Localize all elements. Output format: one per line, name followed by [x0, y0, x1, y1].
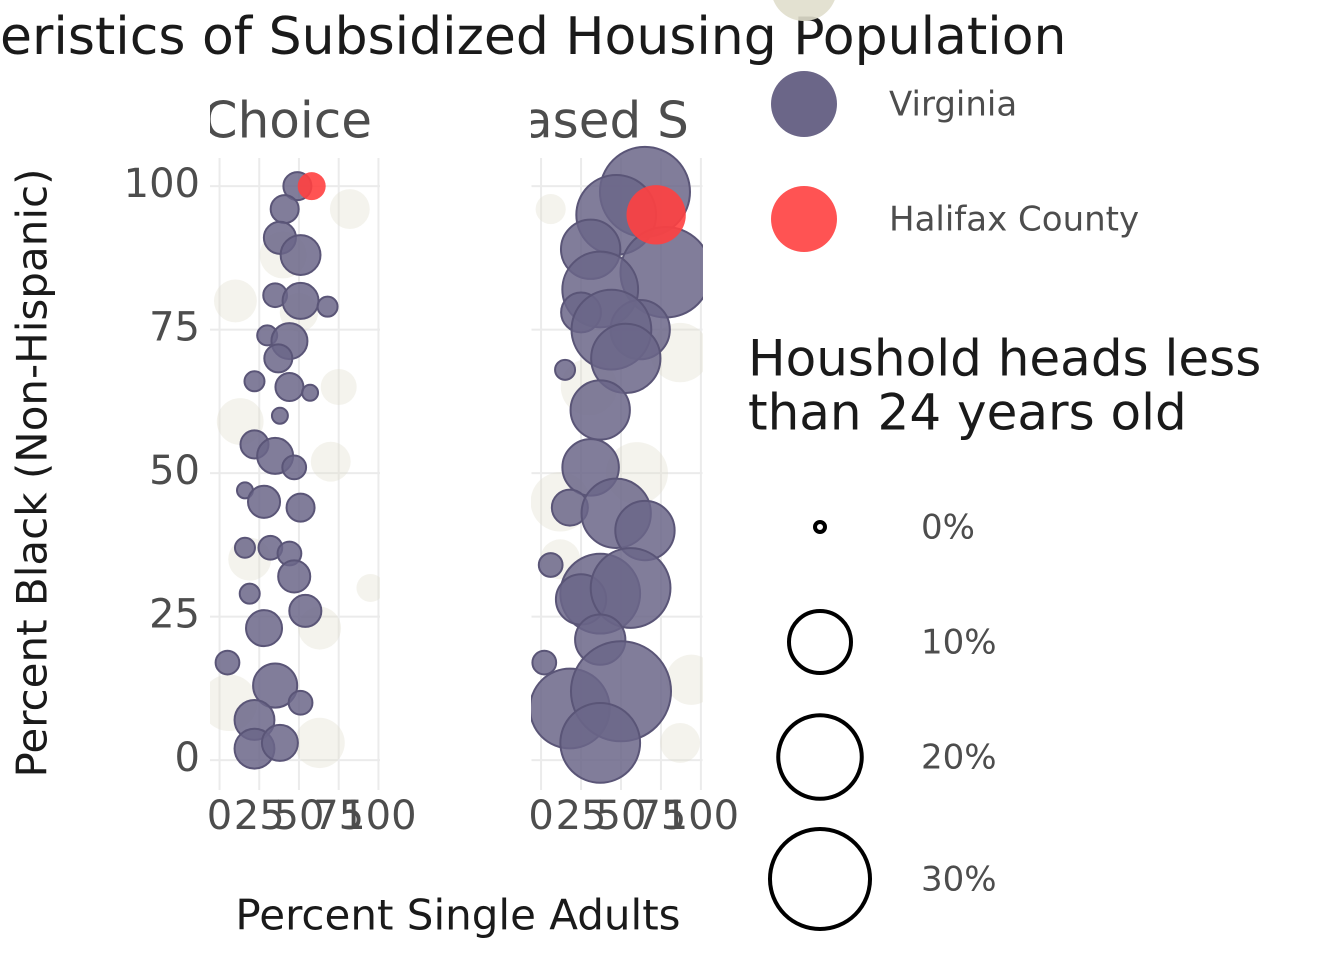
bubble — [243, 370, 266, 393]
x-tick-label: 50 — [274, 793, 325, 839]
x-tick-label: 25 — [234, 793, 285, 839]
x-axis-title: Percent Single Adults — [235, 891, 680, 940]
facet-title: Choice — [203, 92, 372, 150]
size-legend-label: 10% — [921, 623, 997, 663]
bubble — [316, 295, 339, 318]
x-tick-label: 0 — [207, 793, 232, 839]
y-tick-label: 0 — [175, 735, 200, 781]
bubble — [279, 234, 322, 276]
bubble — [252, 662, 299, 709]
y-tick-label: 25 — [149, 592, 200, 638]
legend-key — [773, 0, 835, 21]
size-legend-label: 0% — [921, 508, 975, 548]
bubble — [214, 649, 241, 676]
legend-key — [771, 71, 837, 137]
bubble — [535, 194, 566, 225]
legend-label: Halifax County — [889, 200, 1139, 240]
bubble — [277, 559, 312, 594]
bubble — [288, 593, 323, 628]
x-tick-label: 75 — [635, 793, 686, 839]
y-tick-label: 75 — [149, 305, 200, 351]
bubble — [263, 343, 294, 374]
bubble — [554, 358, 577, 381]
y-axis-title: Percent Black (Non-Hispanic) — [8, 169, 57, 778]
bubble — [320, 369, 357, 406]
bubble — [245, 609, 284, 648]
bubble — [626, 185, 686, 245]
bubble — [531, 649, 558, 676]
size-legend-key — [767, 826, 873, 932]
bubble — [559, 702, 642, 784]
bubble — [537, 552, 564, 578]
bubble — [589, 547, 672, 629]
bubble — [666, 654, 703, 705]
facet-panel: ased S — [522, 92, 703, 784]
bubble — [246, 484, 282, 519]
x-tick-label: 100 — [340, 793, 416, 839]
legend-label: Virginia — [889, 85, 1017, 125]
bubble — [260, 723, 299, 762]
size-legend-key — [813, 520, 827, 534]
size-legend-label: 30% — [921, 860, 997, 900]
facet-title: ased S — [522, 92, 689, 150]
size-legend-title: Houshold heads less — [748, 330, 1261, 388]
bubble — [294, 717, 345, 769]
bubble — [269, 194, 300, 225]
size-legend-title: than 24 years old — [748, 384, 1187, 442]
bubble — [233, 536, 256, 559]
bubble — [274, 372, 305, 403]
y-tick-label: 50 — [149, 448, 200, 494]
bubble — [301, 383, 320, 402]
bubble — [238, 582, 261, 605]
x-tick-label: 50 — [596, 793, 647, 839]
facet-panel: Choice — [203, 92, 380, 770]
bubble — [297, 172, 326, 201]
size-legend-key — [776, 713, 864, 801]
bubble — [660, 722, 701, 763]
bubble — [281, 281, 320, 320]
x-tick-label: 100 — [663, 793, 739, 839]
x-tick-label: 75 — [313, 793, 364, 839]
size-legend-key — [787, 609, 853, 675]
legend-key — [771, 186, 837, 252]
x-tick-label: 25 — [556, 793, 607, 839]
bubble — [569, 379, 631, 441]
chart-title: eristics of Subsidized Housing Populatio… — [0, 7, 1067, 67]
bubble — [281, 454, 308, 481]
bubble — [590, 322, 662, 394]
bubble — [310, 441, 351, 482]
bubble — [270, 406, 289, 425]
bubble — [356, 573, 380, 602]
bubble — [285, 492, 316, 523]
bubble — [329, 189, 370, 230]
legend-label: U.S. — [889, 0, 957, 9]
x-tick-label: 0 — [528, 793, 553, 839]
size-legend-label: 20% — [921, 738, 997, 778]
y-tick-label: 100 — [124, 161, 200, 207]
bubble — [213, 279, 257, 323]
bubble — [287, 689, 314, 716]
